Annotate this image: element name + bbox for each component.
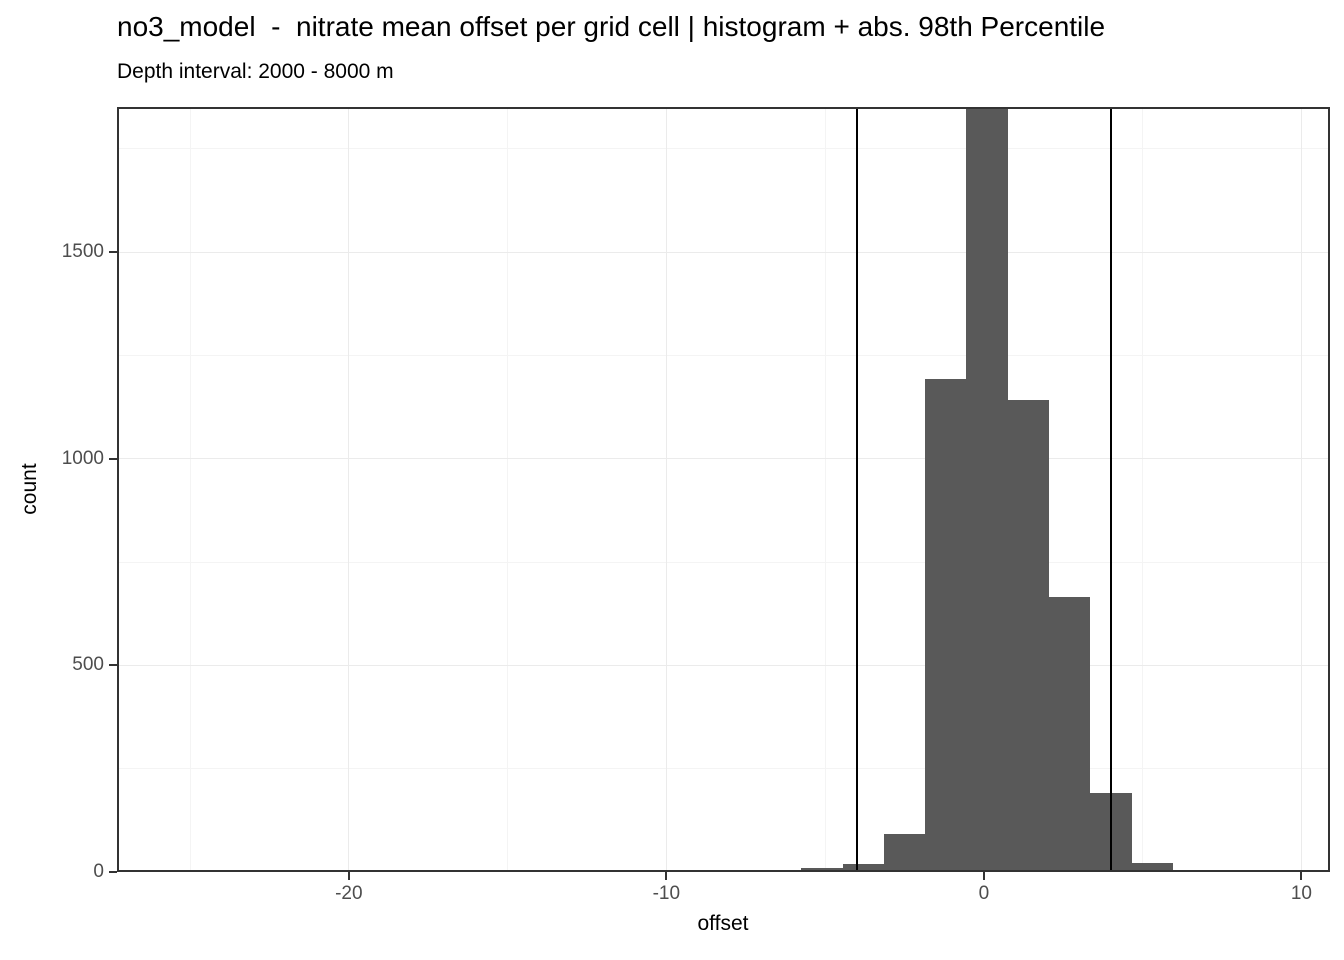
y-major-gridline <box>117 251 1330 253</box>
y-tick-mark <box>109 664 117 667</box>
y-major-gridline <box>117 458 1330 460</box>
x-tick-label: -10 <box>652 883 681 904</box>
y-axis-title: count <box>18 463 41 515</box>
x-tick-mark <box>347 872 350 880</box>
histogram-bar <box>842 864 884 872</box>
x-major-gridline <box>665 107 667 872</box>
panel-border <box>117 107 1330 872</box>
x-minor-gridline <box>1142 107 1144 872</box>
x-tick-label: 0 <box>978 883 990 904</box>
histogram-bar <box>925 379 967 872</box>
percentile-line <box>1109 107 1112 872</box>
y-minor-gridline <box>117 768 1330 770</box>
chart-title: no3_model - nitrate mean offset per grid… <box>117 11 1106 42</box>
histogram-bar <box>1007 400 1049 872</box>
y-major-gridline <box>117 664 1330 666</box>
y-tick-mark <box>109 457 117 460</box>
x-axis-title: offset <box>697 912 749 935</box>
x-major-gridline <box>1300 107 1302 872</box>
y-minor-gridline <box>117 148 1330 150</box>
y-tick-mark <box>109 871 117 873</box>
histogram-bar <box>883 834 926 872</box>
plot-panel <box>117 107 1330 872</box>
x-tick-mark <box>982 872 985 880</box>
x-minor-gridline <box>507 107 509 872</box>
x-tick-label: -20 <box>335 883 363 904</box>
y-tick-label: 0 <box>93 861 104 882</box>
y-minor-gridline <box>117 561 1330 563</box>
percentile-line <box>855 107 858 872</box>
x-tick-mark <box>665 872 668 880</box>
histogram-bar <box>718 871 760 872</box>
x-tick-label: 10 <box>1290 883 1312 904</box>
x-major-gridline <box>348 107 350 872</box>
histogram-bar <box>1214 869 1256 872</box>
histogram-bar <box>1131 862 1173 872</box>
y-tick-label: 500 <box>72 654 104 676</box>
histogram-bar <box>801 867 843 872</box>
chart-subtitle: Depth interval: 2000 - 8000 m <box>117 60 394 83</box>
histogram-bar <box>677 869 719 872</box>
x-tick-mark <box>1300 872 1303 880</box>
histogram-bar <box>760 871 802 872</box>
x-minor-gridline <box>824 107 826 872</box>
y-tick-label: 1000 <box>61 447 104 469</box>
y-minor-gridline <box>117 354 1330 356</box>
histogram-bar <box>966 107 1008 872</box>
histogram-bar <box>1048 596 1091 872</box>
y-tick-mark <box>109 251 117 254</box>
y-tick-label: 1500 <box>61 241 104 263</box>
x-minor-gridline <box>189 107 191 872</box>
